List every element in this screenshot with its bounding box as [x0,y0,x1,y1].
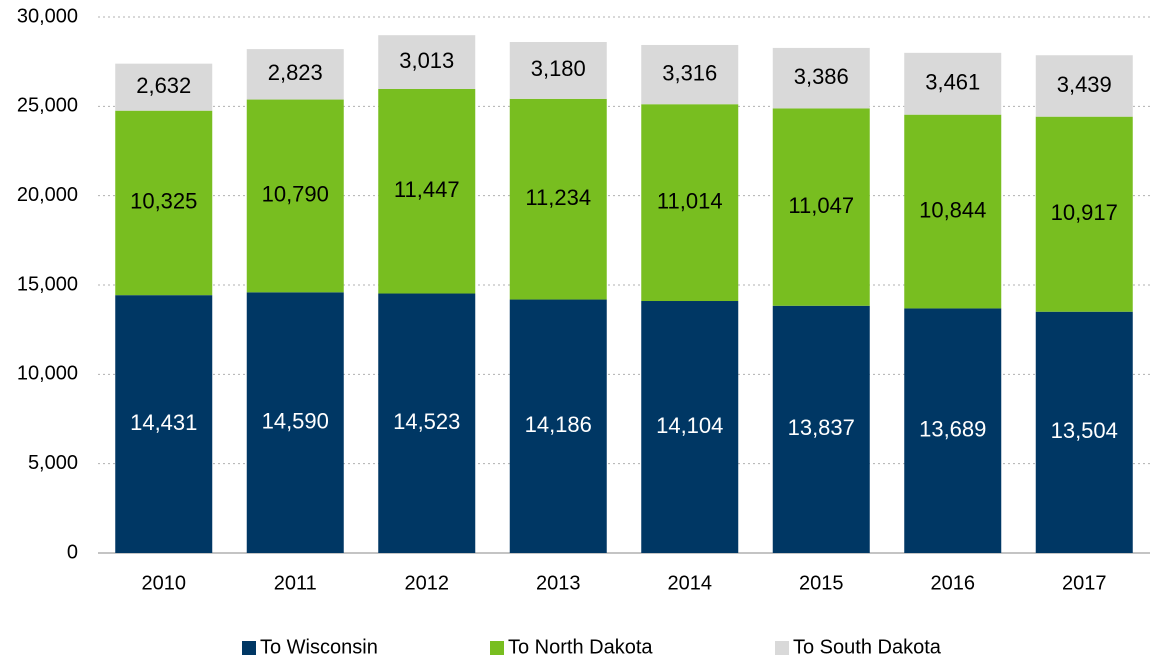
bar-segment [772,305,870,553]
legend-label: To North Dakota [508,636,653,658]
data-label: 10,790 [262,182,329,207]
bar-segment [904,308,1002,553]
x-tick-label: 2016 [931,572,976,594]
y-tick-label: 5,000 [28,452,78,474]
data-label: 14,431 [130,410,197,435]
y-tick-label: 10,000 [17,363,78,385]
data-label: 14,590 [262,408,329,433]
x-tick-label: 2015 [799,572,844,594]
y-tick-label: 15,000 [17,273,78,295]
data-label: 14,523 [393,409,460,434]
legend-swatch [242,641,256,655]
x-tick-label: 2014 [668,572,713,594]
bar-segment [904,52,1002,115]
bar-segment [904,114,1002,309]
x-tick-label: 2010 [142,572,187,594]
data-label: 14,186 [525,412,592,437]
legend-label: To South Dakota [793,636,942,658]
data-label: 3,439 [1057,72,1112,97]
data-label: 10,325 [130,189,197,214]
bar-segment [246,99,344,293]
bar-segment [115,63,213,111]
bar-segment [772,47,870,109]
bar-segment [641,44,739,105]
x-tick-label: 2012 [405,572,450,594]
y-tick-label: 30,000 [17,5,78,27]
data-label: 3,180 [531,56,586,81]
data-label: 11,047 [788,193,854,218]
data-label: 11,234 [525,185,591,210]
bar-segment [378,89,476,294]
bar-segment [1035,55,1133,117]
bar-segment [641,104,739,302]
bar-segment [378,35,476,90]
data-label: 13,837 [788,415,855,440]
bar-segment [1035,116,1133,312]
bar-segment [641,301,739,553]
y-tick-label: 0 [67,541,78,563]
y-tick-label: 25,000 [17,95,78,117]
data-label: 3,461 [925,70,980,95]
data-label: 3,316 [662,60,717,85]
x-tick-label: 2013 [536,572,581,594]
data-label: 2,823 [268,60,323,85]
data-label: 10,844 [919,197,986,222]
data-label: 13,504 [1051,418,1118,443]
bar-segment [378,293,476,553]
data-label: 3,386 [794,64,849,89]
bar-segment [115,110,213,296]
data-label: 14,104 [656,413,723,438]
bar-segment [509,299,607,553]
y-tick-label: 20,000 [17,184,78,206]
x-tick-label: 2011 [274,572,317,594]
data-label: 11,014 [657,188,723,213]
bar-segment [246,49,344,100]
bar-segment [772,108,870,306]
data-label: 11,447 [394,177,460,202]
x-tick-label: 2017 [1062,572,1107,594]
data-label: 10,917 [1051,200,1118,225]
legend-swatch [490,641,504,655]
bar-segment [1035,311,1133,553]
data-label: 3,013 [399,48,454,73]
data-label: 13,689 [919,417,986,442]
legend-label: To Wisconsin [260,636,378,658]
legend-swatch [775,641,789,655]
bar-segment [246,292,344,553]
data-label: 2,632 [136,73,191,98]
bar-segment [115,295,213,553]
bar-segment [509,42,607,99]
bar-segment [509,98,607,300]
